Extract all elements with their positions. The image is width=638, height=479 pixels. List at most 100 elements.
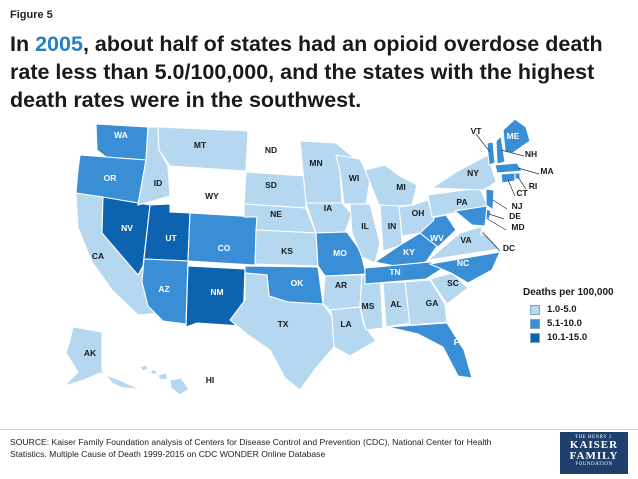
state-tx	[229, 272, 335, 391]
state-vt	[486, 141, 496, 166]
state-label-la: LA	[340, 319, 351, 329]
legend-swatch-high	[530, 332, 540, 343]
state-nj	[485, 188, 495, 212]
leader-line-vt	[475, 133, 491, 153]
state-label-ne: NE	[270, 209, 282, 219]
state-hi	[139, 364, 190, 396]
headline-before: In	[10, 32, 36, 56]
state-label-nm: NM	[210, 287, 223, 297]
logo-line1: THE HENRY J.	[574, 435, 614, 440]
state-label-nj: NJ	[512, 201, 523, 211]
headline-after: , about half of states had an opioid ove…	[10, 32, 603, 112]
state-oh	[398, 199, 435, 237]
legend-label-high: 10.1-15.0	[547, 332, 588, 343]
state-ny	[430, 154, 497, 191]
leader-line-ma	[517, 167, 540, 175]
state-mi	[364, 164, 418, 209]
state-label-sc: SC	[447, 278, 459, 288]
state-label-ar: AR	[335, 280, 347, 290]
legend-item-mid: 5.1-10.0	[530, 318, 614, 329]
kff-logo: THE HENRY J. KAISER FAMILY FOUNDATION	[560, 432, 628, 474]
state-label-de: DE	[509, 211, 521, 221]
leader-line-nh	[500, 149, 525, 157]
state-label-mn: MN	[309, 158, 322, 168]
state-tn	[364, 261, 450, 285]
state-ri	[514, 172, 521, 180]
state-label-ms: MS	[362, 301, 375, 311]
state-label-tx: TX	[278, 319, 289, 329]
leader-line-dc	[482, 232, 501, 252]
state-label-wv: WV	[430, 233, 444, 243]
state-label-oh: OH	[412, 208, 425, 218]
state-nh	[495, 134, 506, 165]
state-label-ca: CA	[92, 251, 104, 261]
state-label-ga: GA	[426, 298, 439, 308]
state-label-wy: WY	[205, 191, 219, 201]
state-md	[453, 205, 488, 227]
state-label-il: IL	[361, 221, 369, 231]
logo-line3: FOUNDATION	[575, 462, 613, 467]
state-label-ky: KY	[403, 247, 415, 257]
state-label-ri: RI	[529, 181, 538, 191]
state-label-wa: WA	[114, 130, 128, 140]
state-label-va: VA	[460, 235, 471, 245]
leader-line-ri	[517, 176, 527, 190]
state-label-ak: AK	[84, 348, 97, 358]
source-note: SOURCE: Kaiser Family Foundation analysi…	[10, 437, 492, 459]
legend-swatch-mid	[530, 318, 540, 329]
state-ak	[63, 326, 141, 390]
state-il	[349, 203, 381, 264]
state-label-vt: VT	[471, 126, 483, 136]
state-label-pa: PA	[456, 197, 467, 207]
state-label-nd: ND	[265, 145, 277, 155]
footer-divider	[0, 429, 638, 430]
headline-year: 2005	[35, 32, 83, 56]
legend-title: Deaths per 100,000	[523, 287, 614, 298]
state-label-mi: MI	[396, 182, 405, 192]
logo-line2b: FAMILY	[569, 450, 619, 462]
leader-line-md	[485, 217, 507, 231]
headline: In 2005, about half of states had an opi…	[10, 30, 630, 114]
leader-line-de	[488, 213, 505, 220]
figure-label: Figure 5	[10, 9, 53, 21]
state-label-in: IN	[388, 221, 397, 231]
state-nc	[428, 251, 501, 284]
state-co	[187, 212, 258, 266]
state-ia	[305, 202, 353, 234]
state-label-co: CO	[218, 243, 231, 253]
state-label-ok: OK	[291, 278, 305, 288]
state-label-dc: DC	[503, 243, 515, 253]
state-label-az: AZ	[158, 284, 169, 294]
leader-line-nj	[492, 199, 508, 210]
state-label-me: ME	[507, 131, 520, 141]
state-label-mt: MT	[194, 140, 207, 150]
state-label-ut: UT	[165, 233, 177, 243]
state-ga	[404, 279, 448, 326]
legend-label-mid: 5.1-10.0	[547, 318, 582, 329]
state-label-ny: NY	[467, 168, 479, 178]
legend-item-low: 1.0-5.0	[530, 304, 614, 315]
state-sd	[243, 171, 307, 209]
state-label-al: AL	[390, 299, 401, 309]
state-fl	[387, 322, 473, 379]
state-label-ia: IA	[324, 203, 333, 213]
state-sc	[429, 272, 469, 305]
state-label-nc: NC	[457, 258, 469, 268]
state-label-ks: KS	[281, 246, 293, 256]
state-label-wi: WI	[349, 173, 359, 183]
state-ct	[500, 172, 516, 184]
state-label-hi: HI	[206, 375, 215, 385]
state-label-ct: CT	[516, 188, 528, 198]
state-me	[502, 118, 531, 154]
state-ma	[494, 162, 523, 174]
state-label-mo: MO	[333, 248, 347, 258]
state-label-tn: TN	[389, 267, 400, 277]
logo-line2a: KAISER	[569, 439, 619, 451]
state-label-or: OR	[104, 173, 117, 183]
state-label-sd: SD	[265, 180, 277, 190]
state-label-nh: NH	[525, 149, 537, 159]
state-nm	[185, 265, 246, 328]
leader-line-ct	[507, 179, 516, 197]
state-label-ma: MA	[540, 166, 553, 176]
